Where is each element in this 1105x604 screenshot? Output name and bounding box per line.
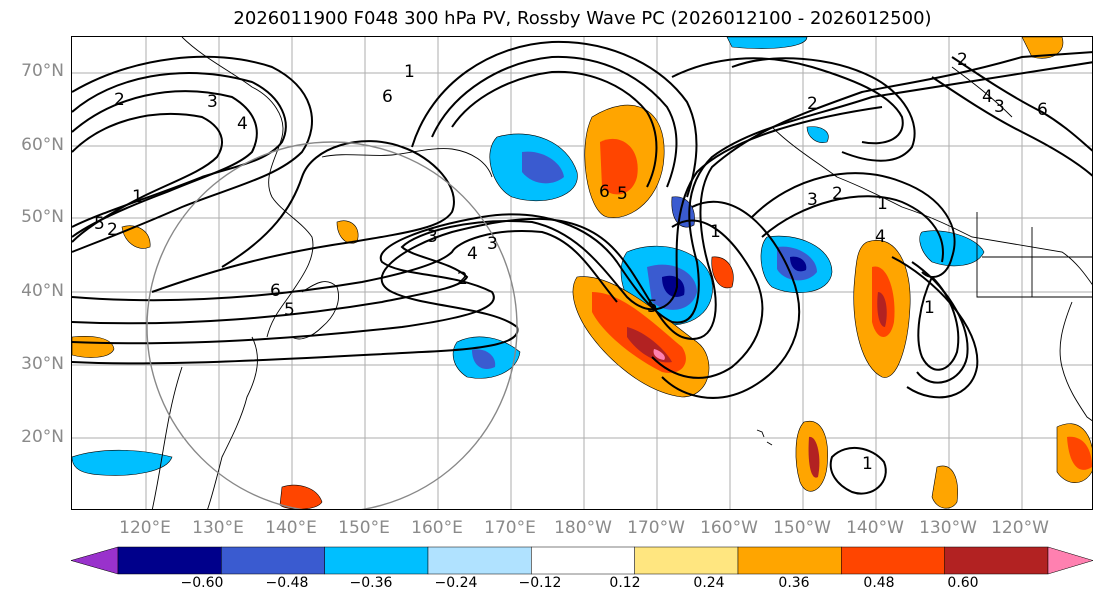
negative-anomaly-sw <box>72 449 173 476</box>
lat-label-60n: 60°N <box>21 135 64 155</box>
contour-label: 6 <box>1037 100 1048 120</box>
colorbar-tick: 0.60 <box>947 575 979 591</box>
lon-label: 140°W <box>846 518 904 538</box>
lat-label-20n: 20°N <box>21 427 64 447</box>
contour-label: 3 <box>487 234 498 254</box>
contour-label: 6 <box>599 182 610 202</box>
positive-anomaly-wpac <box>72 336 115 358</box>
lat-label-30n: 30°N <box>21 354 64 374</box>
colorbar-bin <box>117 546 222 575</box>
lat-label-70n: 70°N <box>21 61 64 81</box>
lon-label: 160°W <box>700 518 758 538</box>
lon-label: 170°E <box>484 518 536 538</box>
colorbar-bin <box>841 546 945 575</box>
contour-label: 2 <box>832 184 843 204</box>
contour-label: 1 <box>862 454 873 474</box>
contour-label: 2 <box>807 94 818 114</box>
colorbar-tick: −0.12 <box>518 575 562 591</box>
positive-anomaly-south <box>279 484 323 509</box>
colorbar-tick: −0.48 <box>265 575 309 591</box>
contour-label: 2 <box>457 269 468 289</box>
lat-label-40n: 40°N <box>21 281 64 301</box>
colorbar-tick: 0.48 <box>863 575 895 591</box>
contour-label: 1 <box>924 298 935 318</box>
contour-label: 3 <box>807 190 818 210</box>
contour-label: 2 <box>107 220 118 240</box>
colorbar-tick: 0.24 <box>693 575 725 591</box>
colorbar <box>70 546 1094 575</box>
contour-label: 4 <box>875 227 886 247</box>
lon-label: 150°W <box>773 518 831 538</box>
pv-contours <box>72 40 1092 495</box>
lon-label: 170°W <box>627 518 685 538</box>
colorbar-bin <box>737 546 842 575</box>
contour-label: 2 <box>957 50 968 70</box>
contour-label: 1 <box>710 222 721 242</box>
contour-label-group: 1 6 3 2 4 5 2 3 2 6 5 1 4 3 2 5 6 1 2 3 … <box>94 50 1048 474</box>
contour-label: 2 <box>114 90 125 110</box>
lat-label-50n: 50°N <box>21 207 64 227</box>
colorbar-bin <box>221 546 325 575</box>
contour-label: 5 <box>617 184 628 204</box>
contour-label: 3 <box>994 97 1005 117</box>
contour-label: 5 <box>647 297 658 317</box>
chart-title: 2026011900 F048 300 hPa PV, Rossby Wave … <box>233 8 932 29</box>
colorbar-bin <box>944 546 1049 575</box>
colorbar-bin <box>324 546 429 575</box>
map-panel: 1 6 3 2 4 5 2 3 2 6 5 1 4 3 2 5 6 1 2 3 … <box>71 36 1093 510</box>
contour-label: 5 <box>284 300 295 320</box>
colorbar-tick: 0.12 <box>609 575 641 591</box>
lon-label: 160°E <box>411 518 463 538</box>
contour-label: 3 <box>427 227 438 247</box>
colorbar-bin <box>634 546 739 575</box>
contour-label: 5 <box>94 214 105 234</box>
lon-label: 120°E <box>119 518 171 538</box>
lon-label: 150°E <box>338 518 390 538</box>
region-circle <box>146 141 518 509</box>
lon-label: 130°W <box>919 518 977 538</box>
contour-label: 1 <box>404 62 415 82</box>
lon-label: 180°W <box>554 518 612 538</box>
contour-label: 1 <box>132 187 143 207</box>
contour-label: 6 <box>270 281 281 301</box>
colorbar-tick: 0.36 <box>778 575 810 591</box>
map-svg: 1 6 3 2 4 5 2 3 2 6 5 1 4 3 2 5 6 1 2 3 … <box>72 37 1092 509</box>
lon-label: 120°W <box>991 518 1049 538</box>
contour-label: 6 <box>382 87 393 107</box>
contour-label: 4 <box>237 114 248 134</box>
colorbar-bin <box>427 546 532 575</box>
positive-anomaly-sub-2 <box>931 465 958 509</box>
colorbar-extend-max <box>1047 546 1094 575</box>
negative-anomaly-bc <box>919 230 985 267</box>
colorbar-extend-min <box>70 546 119 575</box>
contour-label: 4 <box>982 87 993 107</box>
lon-label: 140°E <box>265 518 317 538</box>
colorbar-bin <box>531 546 635 575</box>
lon-label: 130°E <box>192 518 244 538</box>
negative-anomaly-top <box>726 37 808 49</box>
coastlines <box>151 37 1092 509</box>
colorbar-tick: −0.36 <box>349 575 393 591</box>
contour-label: 1 <box>877 194 888 214</box>
contour-label: 3 <box>207 92 218 112</box>
colorbar-tick: −0.60 <box>180 575 224 591</box>
graticule <box>72 37 1092 509</box>
colorbar-tick: −0.24 <box>434 575 478 591</box>
contour-label: 4 <box>467 244 478 264</box>
